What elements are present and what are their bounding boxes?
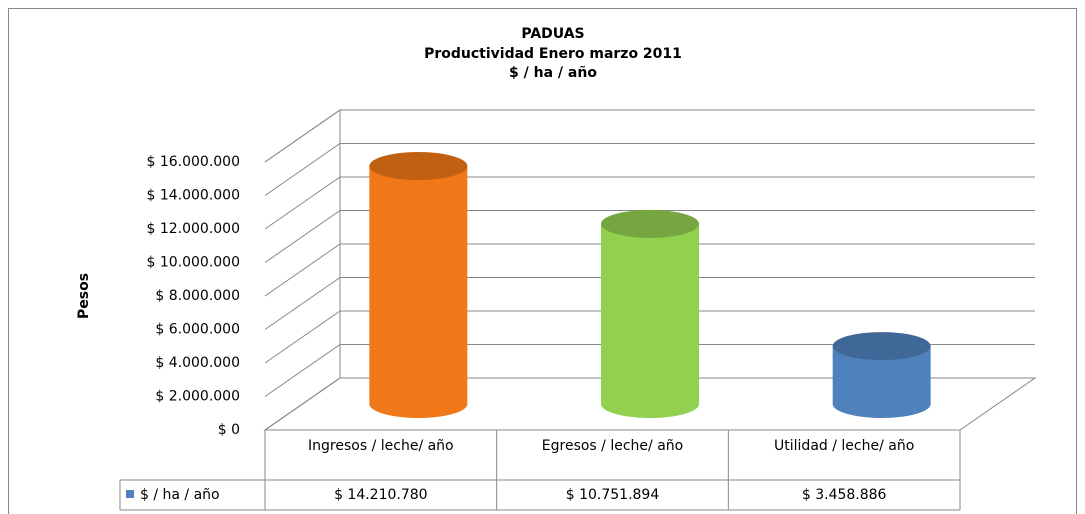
y-tick-label: $ 2.000.000 [155,389,240,405]
bar-top [832,332,931,361]
y-tick-label: $ 10.000.000 [146,255,240,271]
bar-top [601,209,699,238]
chart-title: Productividad Enero marzo 2011 [424,46,682,62]
legend-label: $ / ha / año [140,487,220,503]
y-tick-label: $ 8.000.000 [155,288,240,304]
data-label: $ 14.210.780 [334,487,428,503]
grid-line [264,143,1035,196]
y-tick-label: $ 4.000.000 [155,355,240,371]
grid-line [264,344,1035,397]
grid-line [264,210,1035,263]
data-label: $ 3.458.886 [802,487,887,503]
x-tick-label: Ingresos / leche/ año [308,438,454,454]
grid-line [264,277,1035,330]
data-label: $ 10.751.894 [566,487,660,503]
x-tick-label: Egresos / leche/ año [541,438,684,454]
grid-line [264,176,1035,230]
grid-line [264,109,1035,163]
grid-line [264,243,1035,297]
bar [832,346,931,418]
grid-line [264,310,1035,364]
y-tick-label: $ 16.000.000 [146,154,240,170]
chart-title: $ / ha / año [509,65,597,81]
y-tick-label: $ 0 [218,422,240,438]
y-tick-label: $ 6.000.000 [155,322,240,338]
y-axis-label: Pesos [76,273,92,319]
x-tick-label: Utilidad / leche/ año [774,438,915,454]
bar-top [369,151,468,180]
bar [601,223,699,418]
table-grid [119,430,961,511]
y-tick-label: $ 14.000.000 [146,188,240,204]
chart-title: PADUAS [521,26,584,42]
legend-swatch [126,490,134,498]
y-tick-label: $ 12.000.000 [146,221,240,237]
bar [369,165,468,418]
grid-line [264,377,1035,431]
